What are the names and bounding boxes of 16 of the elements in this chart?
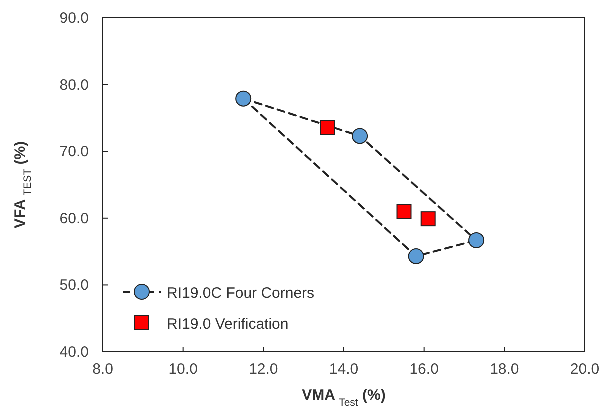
x-tick-label: 16.0 <box>410 361 439 378</box>
legend-label: RI19.0C Four Corners <box>167 285 315 302</box>
x-tick-label: 20.0 <box>570 361 600 378</box>
y-tick-label: 90.0 <box>60 10 89 27</box>
x-axis-title: VMA $_{Test}$ (%) <box>302 387 386 409</box>
y-tick-label: 70.0 <box>60 144 89 161</box>
x-tick-label: 12.0 <box>249 361 278 378</box>
x-tick-label: 8.0 <box>92 361 114 378</box>
legend-label: RI19.0 Verification <box>167 316 289 333</box>
x-tick-label: 10.0 <box>168 361 198 378</box>
y-tick-label: 40.0 <box>60 344 89 361</box>
y-tick-label: 50.0 <box>60 277 89 294</box>
y-tick-label: 80.0 <box>60 76 89 94</box>
x-tick-label: 18.0 <box>490 361 520 378</box>
x-tick-label: 14.0 <box>329 361 359 378</box>
y-tick-label: 60.0 <box>60 210 89 228</box>
